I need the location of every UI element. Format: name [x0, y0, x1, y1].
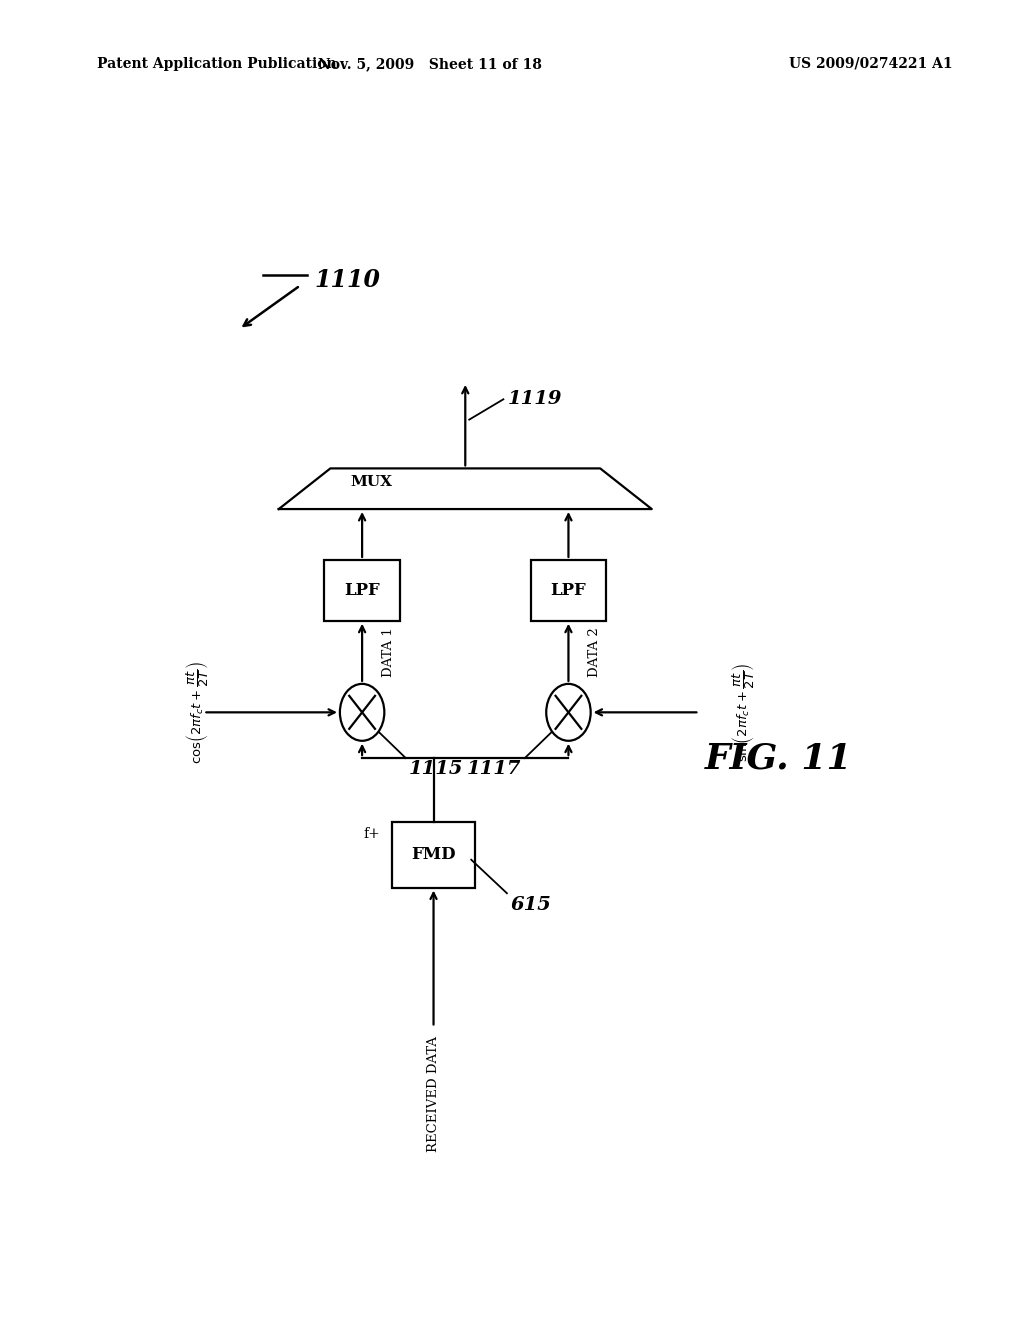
Text: 1110: 1110: [314, 268, 381, 292]
Text: 1119: 1119: [507, 391, 562, 408]
Text: Nov. 5, 2009   Sheet 11 of 18: Nov. 5, 2009 Sheet 11 of 18: [318, 57, 542, 71]
FancyBboxPatch shape: [530, 560, 606, 620]
Text: DATA 1: DATA 1: [382, 627, 395, 677]
Text: RECEIVED DATA: RECEIVED DATA: [427, 1036, 440, 1151]
Text: US 2009/0274221 A1: US 2009/0274221 A1: [788, 57, 952, 71]
Text: LPF: LPF: [344, 582, 380, 599]
Text: Patent Application Publication: Patent Application Publication: [97, 57, 337, 71]
Text: LPF: LPF: [551, 582, 587, 599]
Text: 1115: 1115: [409, 760, 464, 777]
Text: f+: f+: [364, 826, 380, 841]
Text: $\cos\!\left(2\pi f_c t+\dfrac{\pi t}{2T}\right)$: $\cos\!\left(2\pi f_c t+\dfrac{\pi t}{2T…: [183, 661, 211, 764]
Text: FMD: FMD: [412, 846, 456, 863]
Circle shape: [546, 684, 591, 741]
Text: $\sin\!\left(2\pi f_c t+\dfrac{\pi t}{2T}\right)$: $\sin\!\left(2\pi f_c t+\dfrac{\pi t}{2T…: [729, 663, 757, 762]
Circle shape: [340, 684, 384, 741]
Text: MUX: MUX: [350, 474, 392, 488]
Text: DATA 2: DATA 2: [588, 627, 601, 677]
FancyBboxPatch shape: [325, 560, 399, 620]
Text: 1117: 1117: [467, 760, 521, 777]
Text: FIG. 11: FIG. 11: [705, 741, 853, 775]
Text: 615: 615: [511, 896, 552, 915]
FancyBboxPatch shape: [392, 821, 475, 887]
